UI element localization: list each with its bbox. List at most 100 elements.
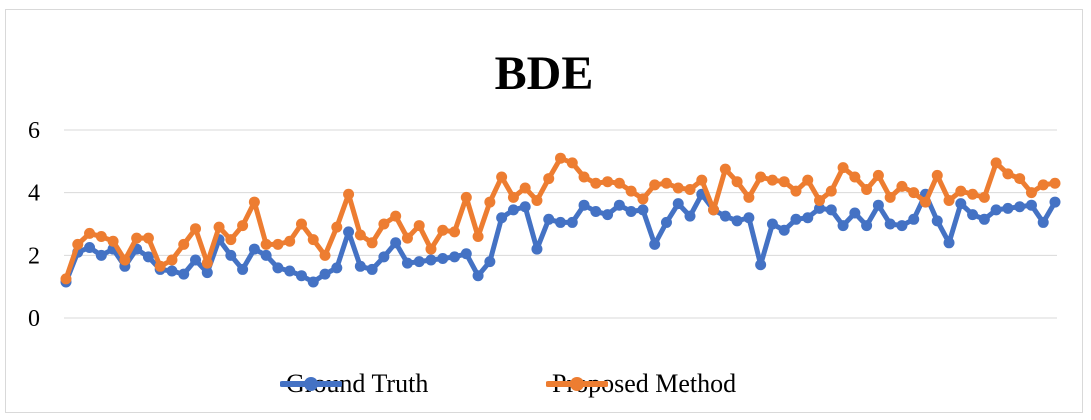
data-point-proposed-method-22 bbox=[319, 249, 331, 261]
data-point-ground-truth-83 bbox=[1037, 216, 1049, 228]
data-point-ground-truth-59 bbox=[755, 259, 767, 271]
data-point-proposed-method-76 bbox=[955, 185, 967, 197]
data-point-ground-truth-67 bbox=[849, 207, 861, 219]
plot-area: 0 2 4 6 bbox=[28, 118, 1061, 332]
data-point-ground-truth-33 bbox=[449, 251, 461, 263]
data-point-ground-truth-3 bbox=[95, 249, 107, 261]
data-point-proposed-method-71 bbox=[896, 180, 908, 192]
data-point-proposed-method-11 bbox=[190, 223, 202, 235]
data-point-proposed-method-61 bbox=[778, 176, 790, 188]
data-point-proposed-method-41 bbox=[543, 173, 555, 185]
data-point-ground-truth-69 bbox=[872, 199, 884, 211]
y-tick-label-4: 4 bbox=[28, 181, 40, 207]
data-point-proposed-method-6 bbox=[131, 232, 143, 244]
data-point-proposed-method-17 bbox=[260, 238, 272, 250]
data-point-proposed-method-16 bbox=[248, 196, 260, 208]
data-point-proposed-method-62 bbox=[790, 185, 802, 197]
data-point-proposed-method-46 bbox=[602, 176, 614, 188]
data-point-proposed-method-31 bbox=[425, 243, 437, 255]
data-point-ground-truth-31 bbox=[425, 254, 437, 266]
data-point-proposed-method-9 bbox=[166, 254, 178, 266]
data-point-proposed-method-50 bbox=[649, 179, 661, 191]
data-point-proposed-method-73 bbox=[919, 196, 931, 208]
data-point-ground-truth-11 bbox=[190, 254, 202, 266]
data-point-proposed-method-82 bbox=[1025, 187, 1037, 199]
data-point-ground-truth-44 bbox=[578, 199, 590, 211]
data-point-proposed-method-7 bbox=[142, 232, 154, 244]
data-point-proposed-method-23 bbox=[331, 221, 343, 233]
data-point-proposed-method-80 bbox=[1002, 168, 1014, 180]
legend-marker-proposed-method bbox=[570, 377, 584, 391]
data-point-proposed-method-29 bbox=[401, 232, 413, 244]
data-point-proposed-method-69 bbox=[872, 169, 884, 181]
data-point-ground-truth-17 bbox=[260, 249, 272, 261]
data-point-proposed-method-38 bbox=[507, 191, 519, 203]
data-point-proposed-method-84 bbox=[1049, 177, 1061, 189]
data-point-ground-truth-57 bbox=[731, 215, 743, 227]
data-point-proposed-method-51 bbox=[660, 177, 672, 189]
data-point-ground-truth-77 bbox=[967, 209, 979, 221]
data-point-ground-truth-46 bbox=[602, 209, 614, 221]
data-point-ground-truth-10 bbox=[178, 268, 190, 280]
data-point-proposed-method-70 bbox=[884, 191, 896, 203]
data-point-ground-truth-65 bbox=[825, 204, 837, 216]
chart-container: BDE 0 2 4 6 Ground Truth Proposed Method bbox=[5, 9, 1083, 413]
data-point-ground-truth-49 bbox=[637, 204, 649, 216]
data-point-ground-truth-70 bbox=[884, 218, 896, 230]
data-point-proposed-method-47 bbox=[613, 177, 625, 189]
data-point-proposed-method-67 bbox=[849, 171, 861, 183]
data-point-proposed-method-20 bbox=[295, 218, 307, 230]
data-point-proposed-method-45 bbox=[590, 177, 602, 189]
data-point-ground-truth-45 bbox=[590, 205, 602, 217]
data-point-proposed-method-65 bbox=[825, 185, 837, 197]
y-tick-label-0: 0 bbox=[28, 306, 40, 332]
data-point-ground-truth-84 bbox=[1049, 196, 1061, 208]
data-point-proposed-method-74 bbox=[931, 169, 943, 181]
data-point-ground-truth-60 bbox=[766, 218, 778, 230]
data-point-ground-truth-43 bbox=[566, 216, 578, 228]
data-point-ground-truth-38 bbox=[507, 204, 519, 216]
data-point-proposed-method-43 bbox=[566, 157, 578, 169]
legend-entry-proposed-method: Proposed Method bbox=[546, 364, 736, 404]
data-point-ground-truth-68 bbox=[861, 220, 873, 232]
data-point-ground-truth-58 bbox=[743, 212, 755, 224]
data-point-proposed-method-0 bbox=[60, 273, 72, 285]
legend: Ground Truth Proposed Method bbox=[6, 364, 1082, 404]
legend-entry-ground-truth: Ground Truth bbox=[280, 364, 428, 404]
data-point-proposed-method-39 bbox=[519, 182, 531, 194]
data-point-ground-truth-32 bbox=[437, 252, 449, 264]
data-point-proposed-method-2 bbox=[84, 227, 96, 239]
data-point-proposed-method-48 bbox=[625, 185, 637, 197]
data-point-ground-truth-2 bbox=[84, 242, 96, 253]
data-point-proposed-method-28 bbox=[390, 210, 402, 222]
legend-swatch-ground-truth bbox=[280, 377, 342, 391]
data-point-ground-truth-37 bbox=[496, 212, 508, 224]
data-point-ground-truth-18 bbox=[272, 262, 284, 274]
data-point-ground-truth-39 bbox=[519, 201, 531, 213]
data-point-ground-truth-47 bbox=[613, 199, 625, 211]
data-point-ground-truth-51 bbox=[660, 216, 672, 228]
data-point-ground-truth-21 bbox=[307, 276, 319, 288]
data-point-ground-truth-9 bbox=[166, 265, 178, 277]
data-point-proposed-method-10 bbox=[178, 238, 190, 250]
data-point-proposed-method-44 bbox=[578, 171, 590, 183]
data-point-proposed-method-34 bbox=[460, 191, 472, 203]
data-point-proposed-method-53 bbox=[684, 184, 696, 196]
data-point-proposed-method-33 bbox=[449, 226, 461, 238]
data-point-proposed-method-78 bbox=[978, 191, 990, 203]
data-point-ground-truth-63 bbox=[802, 212, 814, 224]
data-point-ground-truth-28 bbox=[390, 237, 402, 249]
data-point-proposed-method-54 bbox=[696, 174, 708, 186]
data-point-ground-truth-64 bbox=[814, 202, 826, 214]
data-point-ground-truth-81 bbox=[1014, 201, 1026, 213]
data-point-proposed-method-36 bbox=[484, 196, 496, 208]
data-point-proposed-method-56 bbox=[719, 163, 731, 175]
data-point-ground-truth-40 bbox=[531, 243, 543, 255]
data-point-proposed-method-81 bbox=[1014, 173, 1026, 185]
data-point-proposed-method-24 bbox=[343, 188, 355, 200]
data-point-proposed-method-57 bbox=[731, 176, 743, 188]
data-point-ground-truth-80 bbox=[1002, 202, 1014, 214]
data-point-ground-truth-42 bbox=[555, 216, 566, 228]
data-point-ground-truth-62 bbox=[790, 213, 802, 225]
data-point-ground-truth-26 bbox=[366, 263, 378, 275]
